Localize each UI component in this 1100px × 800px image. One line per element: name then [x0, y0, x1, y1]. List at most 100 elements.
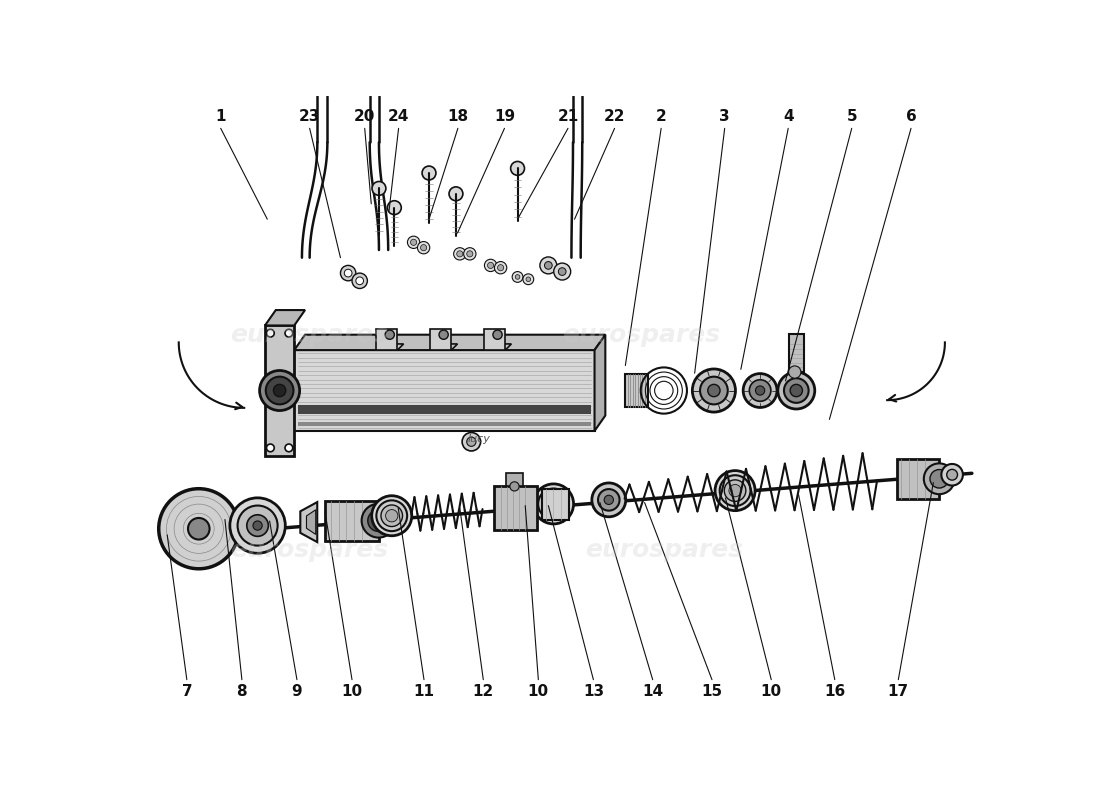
- Text: 13: 13: [583, 684, 604, 699]
- Circle shape: [238, 506, 277, 546]
- Circle shape: [355, 277, 364, 285]
- Circle shape: [362, 504, 396, 538]
- Circle shape: [924, 463, 955, 494]
- Circle shape: [285, 330, 293, 337]
- Circle shape: [253, 521, 262, 530]
- Text: 21: 21: [558, 109, 579, 124]
- Bar: [298, 405, 591, 414]
- Circle shape: [195, 525, 202, 533]
- Circle shape: [707, 384, 721, 397]
- Circle shape: [493, 330, 503, 339]
- Text: 17: 17: [888, 684, 909, 699]
- Circle shape: [464, 248, 476, 260]
- Circle shape: [484, 259, 497, 271]
- Circle shape: [749, 380, 771, 402]
- Bar: [625, 374, 649, 407]
- Circle shape: [495, 262, 507, 274]
- Circle shape: [534, 484, 573, 524]
- Text: 16: 16: [824, 684, 846, 699]
- Text: 23: 23: [299, 109, 320, 124]
- Circle shape: [487, 262, 494, 269]
- Circle shape: [407, 236, 420, 249]
- Circle shape: [715, 470, 755, 510]
- Circle shape: [515, 274, 520, 279]
- Polygon shape: [295, 350, 594, 431]
- Text: 6: 6: [905, 109, 916, 124]
- Circle shape: [420, 245, 427, 250]
- Text: 3: 3: [719, 109, 730, 124]
- Text: 2: 2: [656, 109, 667, 124]
- Circle shape: [195, 525, 202, 533]
- Circle shape: [522, 274, 534, 285]
- Circle shape: [352, 273, 367, 289]
- Circle shape: [778, 372, 815, 409]
- Circle shape: [453, 248, 466, 260]
- Circle shape: [387, 201, 402, 214]
- Polygon shape: [307, 510, 316, 534]
- Circle shape: [246, 514, 268, 536]
- Circle shape: [598, 489, 619, 510]
- Circle shape: [692, 369, 736, 412]
- Circle shape: [195, 525, 202, 533]
- Circle shape: [744, 374, 777, 407]
- Circle shape: [592, 483, 626, 517]
- Circle shape: [553, 263, 571, 280]
- Bar: [541, 490, 569, 520]
- Circle shape: [195, 525, 202, 533]
- Circle shape: [195, 525, 202, 533]
- Circle shape: [449, 187, 463, 201]
- Polygon shape: [376, 344, 404, 350]
- Circle shape: [195, 525, 202, 533]
- Text: eurospares: eurospares: [231, 538, 388, 562]
- Circle shape: [341, 266, 355, 281]
- Circle shape: [195, 525, 202, 533]
- Circle shape: [195, 525, 202, 533]
- Circle shape: [260, 370, 299, 410]
- Circle shape: [195, 525, 202, 533]
- Circle shape: [285, 444, 293, 452]
- Circle shape: [456, 250, 463, 257]
- Circle shape: [540, 257, 557, 274]
- Polygon shape: [484, 344, 512, 350]
- Text: 24: 24: [388, 109, 409, 124]
- Text: 5: 5: [846, 109, 857, 124]
- Circle shape: [729, 485, 741, 497]
- Circle shape: [266, 377, 294, 404]
- Polygon shape: [594, 334, 605, 431]
- Text: 14: 14: [642, 684, 663, 699]
- Text: 1: 1: [216, 109, 225, 124]
- Circle shape: [195, 525, 202, 533]
- Text: 12: 12: [473, 684, 494, 699]
- Circle shape: [195, 525, 202, 533]
- Bar: [495, 486, 537, 530]
- Circle shape: [274, 384, 286, 397]
- Circle shape: [195, 525, 202, 533]
- Circle shape: [790, 384, 802, 397]
- Circle shape: [719, 475, 750, 506]
- Circle shape: [386, 510, 398, 522]
- Circle shape: [784, 378, 808, 403]
- Text: 9: 9: [292, 684, 302, 699]
- Circle shape: [947, 470, 957, 480]
- Circle shape: [526, 277, 530, 282]
- Polygon shape: [265, 326, 295, 455]
- Circle shape: [195, 525, 202, 533]
- Circle shape: [266, 444, 274, 452]
- Circle shape: [548, 498, 560, 510]
- Text: eurospares: eurospares: [231, 322, 388, 346]
- Circle shape: [372, 496, 411, 536]
- Circle shape: [462, 433, 481, 451]
- Text: 11: 11: [414, 684, 435, 699]
- Circle shape: [789, 366, 801, 378]
- Text: 4: 4: [783, 109, 793, 124]
- Circle shape: [559, 268, 566, 275]
- Polygon shape: [295, 334, 605, 350]
- Circle shape: [381, 505, 403, 526]
- Bar: [506, 473, 522, 486]
- Bar: [324, 501, 378, 541]
- Circle shape: [700, 377, 728, 404]
- Circle shape: [497, 265, 504, 270]
- Text: 18: 18: [448, 109, 469, 124]
- Circle shape: [942, 464, 962, 486]
- Circle shape: [188, 518, 209, 539]
